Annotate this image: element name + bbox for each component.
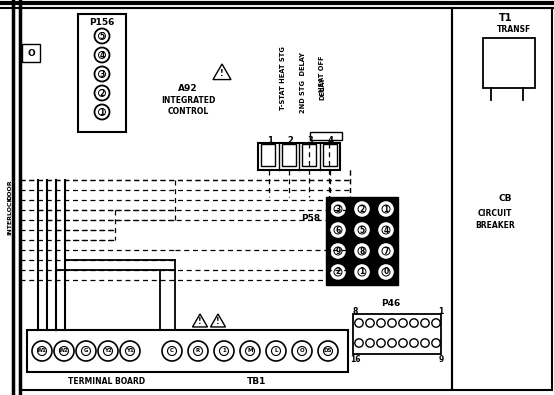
Text: TRANSF: TRANSF [497, 24, 531, 34]
Bar [27, 330, 348, 372]
Text: 5: 5 [360, 226, 365, 235]
Text: DS: DS [324, 348, 332, 354]
Text: Y1: Y1 [126, 348, 134, 354]
Text: R: R [196, 348, 200, 354]
Circle shape [353, 243, 371, 260]
Text: C: C [170, 348, 174, 354]
Text: P46: P46 [381, 299, 401, 308]
Text: 1: 1 [438, 307, 444, 316]
Text: 1: 1 [99, 107, 105, 117]
Circle shape [330, 222, 346, 239]
Text: 3: 3 [307, 135, 313, 145]
Text: 1: 1 [383, 205, 388, 214]
Text: DELAY: DELAY [319, 76, 325, 100]
Text: INTERLOCK: INTERLOCK [8, 195, 13, 235]
Text: 1: 1 [267, 135, 273, 145]
Text: TB1: TB1 [247, 378, 266, 386]
Circle shape [377, 243, 394, 260]
Bar [310, 132, 342, 140]
Text: 7: 7 [383, 246, 389, 256]
Text: 2ND STG  DELAY: 2ND STG DELAY [300, 51, 306, 113]
Text: CIRCUIT: CIRCUIT [478, 209, 512, 218]
Text: DOOR: DOOR [8, 180, 13, 200]
Text: P58: P58 [301, 214, 320, 222]
Bar [353, 314, 441, 354]
Circle shape [353, 263, 371, 280]
Text: 3: 3 [99, 70, 105, 79]
Text: 4: 4 [383, 226, 388, 235]
Bar [483, 38, 535, 88]
Circle shape [353, 222, 371, 239]
Bar [258, 143, 340, 170]
Text: 0: 0 [383, 267, 388, 276]
Bar [261, 144, 275, 166]
Text: 4: 4 [99, 51, 105, 60]
Text: T-STAT HEAT STG: T-STAT HEAT STG [280, 46, 286, 110]
Text: 4: 4 [327, 135, 333, 145]
Text: 16: 16 [350, 354, 360, 363]
Text: O: O [300, 348, 304, 354]
Text: !: ! [198, 317, 202, 326]
Text: M: M [247, 348, 253, 354]
Text: BREAKER: BREAKER [475, 220, 515, 229]
Text: HEAT OFF: HEAT OFF [319, 56, 325, 92]
Text: 5: 5 [99, 32, 105, 41]
Text: 1: 1 [360, 267, 365, 276]
Text: W2: W2 [59, 348, 69, 354]
Text: 8: 8 [360, 246, 365, 256]
Text: !: ! [220, 69, 224, 78]
Text: 2: 2 [99, 88, 105, 98]
Circle shape [377, 263, 394, 280]
Text: 3: 3 [335, 205, 341, 214]
Text: 9: 9 [335, 246, 341, 256]
Bar [452, 8, 552, 390]
Circle shape [353, 201, 371, 218]
Circle shape [330, 201, 346, 218]
Text: 6: 6 [335, 226, 341, 235]
Text: 9: 9 [438, 354, 444, 363]
Text: 1: 1 [222, 348, 226, 354]
Text: T1: T1 [499, 13, 513, 23]
Text: A92: A92 [178, 83, 198, 92]
Text: 2: 2 [360, 205, 365, 214]
Text: W1: W1 [37, 348, 47, 354]
Text: Y2: Y2 [104, 348, 112, 354]
Text: TERMINAL BOARD: TERMINAL BOARD [69, 378, 146, 386]
Text: O: O [27, 49, 35, 58]
Circle shape [377, 201, 394, 218]
Text: !: ! [216, 317, 220, 326]
Bar [322, 144, 336, 166]
Bar [281, 144, 295, 166]
Text: P156: P156 [89, 17, 115, 26]
Text: 2: 2 [335, 267, 341, 276]
Circle shape [330, 263, 346, 280]
Text: G: G [84, 348, 88, 354]
Bar [20, 8, 452, 390]
Bar [326, 197, 398, 285]
Bar [302, 144, 316, 166]
Text: CONTROL: CONTROL [167, 107, 209, 115]
Bar [22, 44, 40, 62]
Bar [78, 14, 126, 132]
Circle shape [377, 222, 394, 239]
Text: L: L [274, 348, 278, 354]
Circle shape [330, 243, 346, 260]
Text: CB: CB [498, 194, 511, 203]
Text: 8: 8 [352, 307, 358, 316]
Text: INTEGRATED: INTEGRATED [161, 96, 215, 105]
Text: 2: 2 [287, 135, 293, 145]
